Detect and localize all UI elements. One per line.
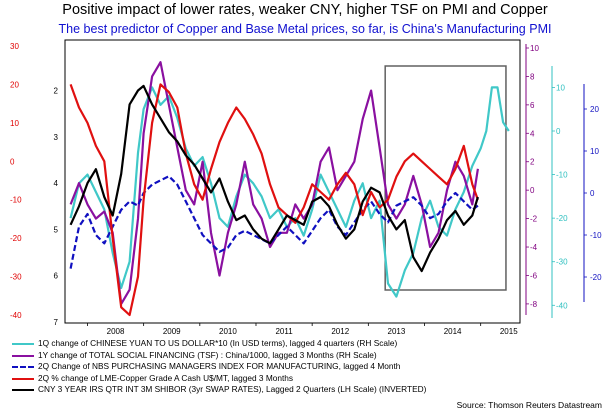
chart-subtitle: The best predictor of Copper and Base Me… <box>58 22 552 36</box>
source-note: Source: Thomson Reuters Datastream <box>456 400 602 410</box>
legend-label-tsf: 1Y change of TOTAL SOCIAL FINANCING (TSF… <box>38 349 377 360</box>
series-tsf-line <box>69 61 479 305</box>
x-tick-label-2015: 2015 <box>500 327 518 336</box>
chart-title: Positive impact of lower rates, weaker C… <box>62 2 548 18</box>
legend-item-yuan: 1Q change of CHINESE YUAN TO US DOLLAR*1… <box>12 338 602 350</box>
series-copper-line <box>69 83 479 317</box>
legend-item-shibor: CNY 3 YEAR IRS QTR INT 3M SHIBOR (3yr SW… <box>12 384 602 396</box>
legend-item-copper: 2Q % change of LME-Copper Grade A Cash U… <box>12 373 602 385</box>
chart-legend: 1Q change of CHINESE YUAN TO US DOLLAR*1… <box>12 338 602 396</box>
tsf-axis-tick-label: 4 <box>530 129 535 138</box>
legend-label-yuan: 1Q change of CHINESE YUAN TO US DOLLAR*1… <box>38 338 398 348</box>
tsf-axis-tick-label: 6 <box>530 101 535 110</box>
shibor-axis-tick-label: 4 <box>54 179 59 188</box>
plot-frame <box>64 39 521 324</box>
yuan-axis-tick-label: 10 <box>556 83 565 92</box>
x-tick-label-2013: 2013 <box>388 327 406 336</box>
yuan-axis-tick-label: -10 <box>556 171 568 180</box>
yuan-axis-tick-label: 0 <box>556 127 561 136</box>
pmi-axis-tick-label: 20 <box>590 105 599 114</box>
highlight-box <box>384 65 507 291</box>
x-tick-label-2009: 2009 <box>163 327 181 336</box>
legend-label-copper: 2Q % change of LME-Copper Grade A Cash U… <box>38 372 294 383</box>
pmi-axis-tick-label: 10 <box>590 147 599 156</box>
tsf-axis-tick-label: -4 <box>530 243 538 252</box>
pmi-axis-tick-label: -20 <box>590 273 602 282</box>
copper-axis-tick-label: -20 <box>10 234 22 243</box>
series-shibor-line <box>69 84 479 273</box>
shibor-axis-tick-label: 5 <box>54 225 59 234</box>
tsf-axis-tick-label: -8 <box>530 300 538 309</box>
x-tick-label-2011: 2011 <box>275 327 293 336</box>
legend-swatch-pmi <box>12 366 34 369</box>
copper-axis-tick-label: -40 <box>10 311 22 320</box>
legend-item-tsf: 1Y change of TOTAL SOCIAL FINANCING (TSF… <box>12 350 602 362</box>
legend-swatch-tsf <box>12 354 34 357</box>
legend-label-shibor: CNY 3 YEAR IRS QTR INT 3M SHIBOR (3yr SW… <box>38 384 427 395</box>
tsf-axis-tick-label: 0 <box>530 186 535 195</box>
copper-axis-tick-label: -30 <box>10 273 22 282</box>
shibor-axis-tick-label: 3 <box>54 133 59 142</box>
legend-swatch-yuan <box>12 343 34 345</box>
series-yuan-line <box>69 86 510 298</box>
copper-axis-tick-label: 10 <box>10 119 19 128</box>
legend-item-pmi: 2Q Change of NBS PURCHASING MANAGERS IND… <box>12 361 602 373</box>
shibor-axis-tick-label: 7 <box>54 318 59 327</box>
x-tick-label-2010: 2010 <box>219 327 237 336</box>
series-pmi-line <box>69 175 479 269</box>
yuan-axis-tick-label: -40 <box>556 301 568 310</box>
copper-axis-tick-label: -10 <box>10 196 22 205</box>
shibor-axis-tick-label: 2 <box>54 87 59 96</box>
yuan-axis-tick-label: -20 <box>556 214 568 223</box>
yuan-axis-tick-label: -30 <box>556 258 568 267</box>
tsf-axis-tick-label: 8 <box>530 72 535 81</box>
x-tick-label-2014: 2014 <box>444 327 462 336</box>
legend-label-pmi: 2Q Change of NBS PURCHASING MANAGERS IND… <box>38 361 401 372</box>
pmi-axis-tick-label: -10 <box>590 231 602 240</box>
copper-axis-tick-label: 30 <box>10 42 19 51</box>
tsf-axis-tick-label: 2 <box>530 158 535 167</box>
tsf-axis-tick-label: 10 <box>530 44 539 53</box>
x-tick-label-2012: 2012 <box>331 327 349 336</box>
x-tick-label-2008: 2008 <box>107 327 125 336</box>
tsf-axis-tick-label: -6 <box>530 271 538 280</box>
pmi-axis-tick-label: 0 <box>590 189 595 198</box>
shibor-axis-tick-label: 6 <box>54 272 59 281</box>
legend-swatch-copper <box>12 377 34 380</box>
tsf-axis-tick-label: -2 <box>530 215 538 224</box>
legend-swatch-shibor <box>12 389 34 392</box>
copper-axis-tick-label: 0 <box>10 157 15 166</box>
copper-axis-tick-label: 20 <box>10 80 19 89</box>
